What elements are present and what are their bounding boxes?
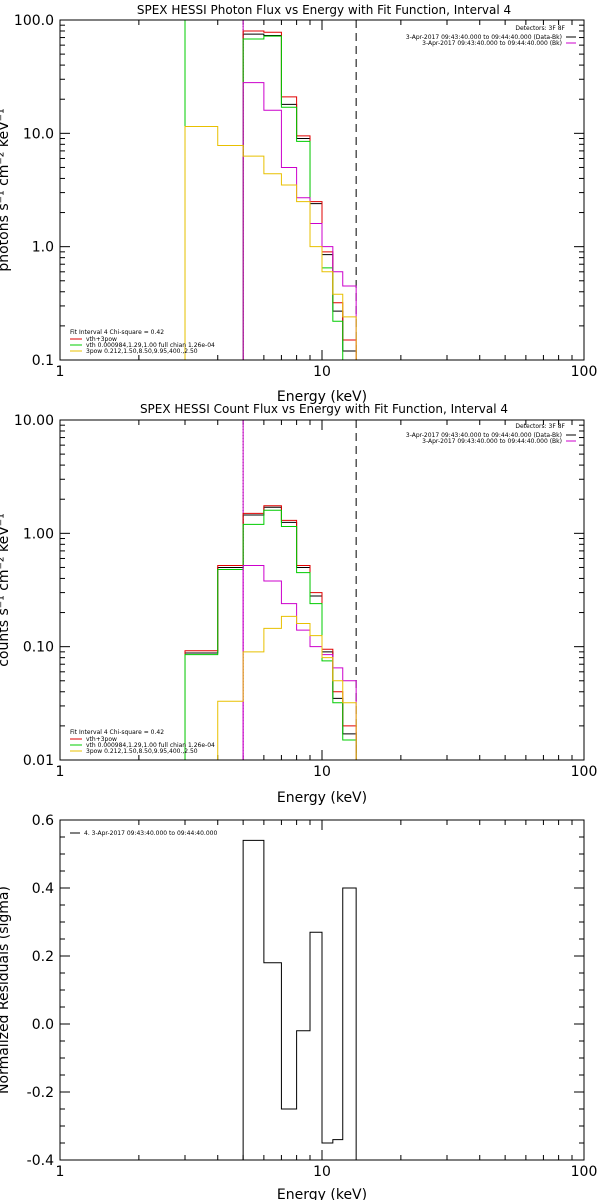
legend-entry: 3pow 0.212,1.50,8.50,9.95,400.,2.50 <box>86 348 198 355</box>
plot-frame <box>59 19 585 361</box>
plot-frame <box>59 819 585 1161</box>
reference-lines <box>184 20 357 360</box>
chart-title: SPEX HESSI Count Flux vs Energy with Fit… <box>140 402 508 416</box>
fit-legend: Fit Interval 4 Chi-square = 0.42 vth+3po… <box>70 729 215 755</box>
chart-count-flux: SPEX HESSI Count Flux vs Energy with Fit… <box>0 402 597 806</box>
series-line <box>242 565 357 760</box>
residual-legend: 4. 3-Apr-2017 09:43:40.000 to 09:44:40.0… <box>70 830 217 837</box>
info-line: 3-Apr-2017 09:43:40.000 to 09:44:40.000 … <box>422 438 562 445</box>
legend-entry: 3pow 0.212,1.50,8.50,9.95,400.,2.50 <box>86 748 198 755</box>
y-tick-label: -0.4 <box>27 1153 54 1169</box>
series-group <box>242 839 357 1160</box>
legend-entry: vth 0.000984,1.29,1.00 full chian 1.26e-… <box>86 342 215 349</box>
series-line <box>184 125 357 360</box>
legend-entry: vth+3pow <box>86 336 117 343</box>
x-tick-label: 10 <box>313 764 331 780</box>
x-tick-label: 100 <box>571 1164 598 1180</box>
series-line <box>184 505 357 760</box>
legend-entry: vth 0.000984,1.29,1.00 full chian 1.26e-… <box>86 742 215 749</box>
series-line <box>242 35 357 361</box>
y-tick-label: 0.4 <box>32 881 54 897</box>
info-legend: Detectors: 3F 8F 3-Apr-2017 09:43:40.000… <box>406 423 576 445</box>
series-line <box>242 839 357 1160</box>
x-tick-label: 1 <box>56 364 65 380</box>
series-line <box>184 506 357 760</box>
x-axis-label: Energy (keV) <box>277 389 367 405</box>
y-axis-label: photons s⁻¹ cm⁻² keV⁻¹ <box>0 108 12 271</box>
axis-ticks: 1 10 100 0.1 1.0 10.0 100.0 <box>14 13 597 380</box>
y-tick-label: 1.00 <box>23 526 54 542</box>
info-line: 3-Apr-2017 09:43:40.000 to 09:44:40.000 … <box>406 432 562 439</box>
x-tick-label: 100 <box>571 764 598 780</box>
legend-entry: vth+3pow <box>86 736 117 743</box>
plot-frame <box>59 419 585 761</box>
x-tick-label: 1 <box>56 764 65 780</box>
y-tick-label: 0.10 <box>23 640 54 656</box>
x-tick-label: 10 <box>313 364 331 380</box>
y-tick-label: 1.0 <box>32 240 54 256</box>
x-axis-label: Energy (keV) <box>277 790 367 806</box>
x-tick-label: 10 <box>313 1164 331 1180</box>
y-tick-label: 0.1 <box>32 353 54 369</box>
fit-legend-title: Fit Interval 4 Chi-square = 0.42 <box>70 729 164 736</box>
y-tick-label: 0.0 <box>32 1017 54 1033</box>
legend-entry: 4. 3-Apr-2017 09:43:40.000 to 09:44:40.0… <box>84 830 217 837</box>
y-tick-label: -0.2 <box>27 1085 54 1101</box>
reference-lines <box>242 420 357 760</box>
info-line: 3-Apr-2017 09:43:40.000 to 09:44:40.000 … <box>406 34 562 41</box>
fit-legend: Fit Interval 4 Chi-square = 0.42 vth+3po… <box>70 329 215 355</box>
axis-ticks: 1 10 100 0.01 0.10 1.00 10.00 <box>14 413 597 780</box>
y-axis-label: Normalized Residuals (sigma) <box>0 886 12 1094</box>
series-group <box>184 30 357 361</box>
y-tick-label: 0.6 <box>32 813 54 829</box>
info-legend: Detectors: 3F 8F 3-Apr-2017 09:43:40.000… <box>406 25 576 47</box>
axis-ticks: 1 10 100 -0.4 -0.2 0.0 0.2 0.4 0.6 <box>27 813 598 1180</box>
y-tick-label: 10.0 <box>23 126 54 142</box>
y-tick-label: 10.00 <box>14 413 54 429</box>
fit-legend-title: Fit Interval 4 Chi-square = 0.42 <box>70 329 164 336</box>
info-line: 3-Apr-2017 09:43:40.000 to 09:44:40.000 … <box>422 40 562 47</box>
series-group <box>184 505 357 760</box>
x-tick-label: 100 <box>571 364 598 380</box>
chart-title: SPEX HESSI Photon Flux vs Energy with Fi… <box>137 3 511 17</box>
info-line: Detectors: 3F 8F <box>515 423 565 430</box>
chart-photon-flux: SPEX HESSI Photon Flux vs Energy with Fi… <box>0 3 597 405</box>
y-tick-label: 100.0 <box>14 13 54 29</box>
series-line <box>184 509 357 760</box>
info-line: Detectors: 3F 8F <box>515 25 565 32</box>
x-tick-label: 1 <box>56 1164 65 1180</box>
chart-residuals: Energy (keV) Normalized Residuals (sigma… <box>0 813 597 1200</box>
series-line <box>242 82 357 360</box>
series-line <box>217 615 357 760</box>
y-axis-label: counts s⁻¹ cm⁻² keV⁻¹ <box>0 513 12 667</box>
y-tick-label: 0.01 <box>23 753 54 769</box>
y-tick-label: 0.2 <box>32 949 54 965</box>
x-axis-label: Energy (keV) <box>277 1187 367 1200</box>
